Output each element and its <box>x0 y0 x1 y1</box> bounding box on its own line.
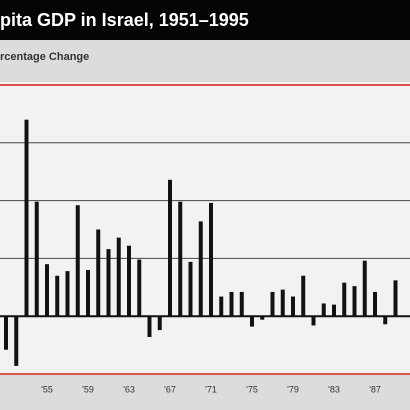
bar <box>168 179 172 317</box>
bar <box>209 202 213 317</box>
bar <box>250 316 254 327</box>
bar <box>301 275 306 317</box>
bar <box>14 316 19 366</box>
bar <box>311 316 316 326</box>
bar <box>270 291 275 317</box>
bar <box>198 221 203 317</box>
x-tick-label: '83 <box>328 384 340 394</box>
bar <box>373 291 377 317</box>
bar <box>4 316 8 350</box>
x-tick-label: '75 <box>246 384 258 394</box>
bar <box>178 201 183 317</box>
bar <box>342 282 347 317</box>
bar <box>24 119 29 317</box>
bar <box>65 271 70 317</box>
x-tick-label: '87 <box>369 384 381 394</box>
title-bar <box>0 0 410 40</box>
bar <box>362 260 367 317</box>
bar <box>383 316 388 325</box>
bar <box>86 269 90 317</box>
plot-area <box>0 82 410 375</box>
x-tick-label: '63 <box>123 384 135 394</box>
bar <box>393 280 398 317</box>
bar <box>260 316 265 320</box>
bar <box>75 205 80 317</box>
x-tick-label: '55 <box>41 384 53 394</box>
bar <box>116 237 121 317</box>
bar <box>55 275 60 317</box>
bar <box>239 291 244 317</box>
bar <box>229 291 234 317</box>
bar <box>291 296 295 317</box>
bar <box>45 264 49 317</box>
bar <box>188 261 193 317</box>
bar <box>157 316 162 331</box>
x-tick-label: '67 <box>164 384 176 394</box>
bar <box>280 289 285 317</box>
x-tick-label: '59 <box>82 384 94 394</box>
x-tick-label: '79 <box>287 384 299 394</box>
bar <box>332 304 336 317</box>
bar <box>147 316 152 338</box>
bar <box>34 201 39 317</box>
bar <box>352 286 357 317</box>
bar <box>127 245 131 317</box>
bar <box>96 229 101 317</box>
bar <box>219 296 224 317</box>
chart-title: pita GDP in Israel, 1951–1995 <box>0 10 249 30</box>
bar <box>106 249 111 317</box>
chart-subtitle: rcentage Change <box>0 51 89 63</box>
bar <box>137 259 142 317</box>
x-tick-label: '71 <box>205 384 217 394</box>
bar <box>321 303 326 317</box>
